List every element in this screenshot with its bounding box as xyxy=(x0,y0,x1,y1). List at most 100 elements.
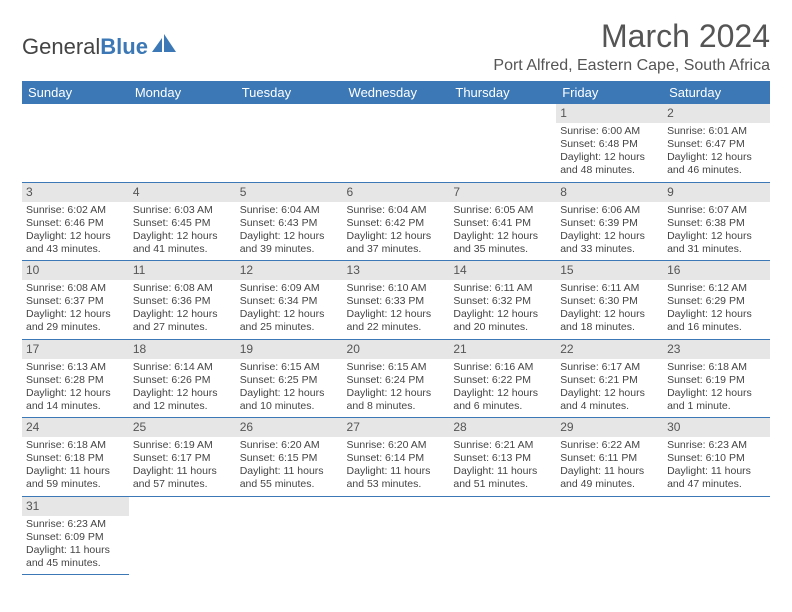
sunrise-text: Sunrise: 6:18 AM xyxy=(26,439,125,452)
daylight-text: Daylight: 12 hours xyxy=(560,151,659,164)
calendar-day-cell: 11Sunrise: 6:08 AMSunset: 6:36 PMDayligh… xyxy=(129,261,236,340)
calendar-day-cell: 7Sunrise: 6:05 AMSunset: 6:41 PMDaylight… xyxy=(449,182,556,261)
sunset-text: Sunset: 6:32 PM xyxy=(453,295,552,308)
day-number: 7 xyxy=(449,183,556,202)
calendar-day-cell: 2Sunrise: 6:01 AMSunset: 6:47 PMDaylight… xyxy=(663,104,770,182)
calendar-day-cell xyxy=(129,104,236,182)
calendar-day-cell xyxy=(449,104,556,182)
daylight-text: Daylight: 12 hours xyxy=(347,308,446,321)
sunset-text: Sunset: 6:18 PM xyxy=(26,452,125,465)
daylight-text: and 16 minutes. xyxy=(667,321,766,334)
sunset-text: Sunset: 6:10 PM xyxy=(667,452,766,465)
day-number: 10 xyxy=(22,261,129,280)
sunrise-text: Sunrise: 6:08 AM xyxy=(133,282,232,295)
day-number: 26 xyxy=(236,418,343,437)
daylight-text: and 22 minutes. xyxy=(347,321,446,334)
daylight-text: and 39 minutes. xyxy=(240,243,339,256)
day-number: 31 xyxy=(22,497,129,516)
sunset-text: Sunset: 6:22 PM xyxy=(453,374,552,387)
sunrise-text: Sunrise: 6:20 AM xyxy=(347,439,446,452)
daylight-text: Daylight: 12 hours xyxy=(240,308,339,321)
weekday-header: Sunday xyxy=(22,81,129,104)
daylight-text: and 25 minutes. xyxy=(240,321,339,334)
location: Port Alfred, Eastern Cape, South Africa xyxy=(493,57,770,75)
month-title: March 2024 xyxy=(493,18,770,55)
calendar-day-cell: 28Sunrise: 6:21 AMSunset: 6:13 PMDayligh… xyxy=(449,418,556,497)
sunrise-text: Sunrise: 6:13 AM xyxy=(26,361,125,374)
sunrise-text: Sunrise: 6:09 AM xyxy=(240,282,339,295)
calendar-day-cell: 19Sunrise: 6:15 AMSunset: 6:25 PMDayligh… xyxy=(236,339,343,418)
sunset-text: Sunset: 6:41 PM xyxy=(453,217,552,230)
calendar-day-cell: 31Sunrise: 6:23 AMSunset: 6:09 PMDayligh… xyxy=(22,496,129,575)
daylight-text: and 1 minute. xyxy=(667,400,766,413)
daylight-text: and 4 minutes. xyxy=(560,400,659,413)
title-block: March 2024 Port Alfred, Eastern Cape, So… xyxy=(493,18,770,75)
calendar-day-cell: 13Sunrise: 6:10 AMSunset: 6:33 PMDayligh… xyxy=(343,261,450,340)
sunrise-text: Sunrise: 6:11 AM xyxy=(560,282,659,295)
weekday-header: Wednesday xyxy=(343,81,450,104)
calendar-week-row: 3Sunrise: 6:02 AMSunset: 6:46 PMDaylight… xyxy=(22,182,770,261)
daylight-text: Daylight: 11 hours xyxy=(453,465,552,478)
sunset-text: Sunset: 6:47 PM xyxy=(667,138,766,151)
daylight-text: Daylight: 12 hours xyxy=(347,230,446,243)
daylight-text: Daylight: 11 hours xyxy=(133,465,232,478)
calendar-day-cell xyxy=(343,496,450,575)
daylight-text: and 6 minutes. xyxy=(453,400,552,413)
calendar-day-cell: 10Sunrise: 6:08 AMSunset: 6:37 PMDayligh… xyxy=(22,261,129,340)
daylight-text: Daylight: 12 hours xyxy=(667,230,766,243)
daylight-text: Daylight: 12 hours xyxy=(133,230,232,243)
sunset-text: Sunset: 6:26 PM xyxy=(133,374,232,387)
logo: GeneralBlue xyxy=(22,18,178,60)
sunset-text: Sunset: 6:21 PM xyxy=(560,374,659,387)
weekday-header: Friday xyxy=(556,81,663,104)
day-number: 16 xyxy=(663,261,770,280)
day-number: 14 xyxy=(449,261,556,280)
daylight-text: and 57 minutes. xyxy=(133,478,232,491)
sunrise-text: Sunrise: 6:04 AM xyxy=(347,204,446,217)
calendar-week-row: 1Sunrise: 6:00 AMSunset: 6:48 PMDaylight… xyxy=(22,104,770,182)
daylight-text: and 51 minutes. xyxy=(453,478,552,491)
daylight-text: Daylight: 12 hours xyxy=(560,387,659,400)
calendar-week-row: 31Sunrise: 6:23 AMSunset: 6:09 PMDayligh… xyxy=(22,496,770,575)
day-number: 11 xyxy=(129,261,236,280)
day-number: 22 xyxy=(556,340,663,359)
daylight-text: and 47 minutes. xyxy=(667,478,766,491)
day-number: 20 xyxy=(343,340,450,359)
daylight-text: Daylight: 11 hours xyxy=(560,465,659,478)
day-number: 18 xyxy=(129,340,236,359)
daylight-text: Daylight: 12 hours xyxy=(26,387,125,400)
daylight-text: and 37 minutes. xyxy=(347,243,446,256)
day-number: 30 xyxy=(663,418,770,437)
sunrise-text: Sunrise: 6:03 AM xyxy=(133,204,232,217)
daylight-text: and 35 minutes. xyxy=(453,243,552,256)
calendar-day-cell xyxy=(343,104,450,182)
sunset-text: Sunset: 6:17 PM xyxy=(133,452,232,465)
sunset-text: Sunset: 6:09 PM xyxy=(26,531,125,544)
daylight-text: Daylight: 12 hours xyxy=(667,151,766,164)
daylight-text: Daylight: 12 hours xyxy=(453,308,552,321)
day-number: 24 xyxy=(22,418,129,437)
daylight-text: and 43 minutes. xyxy=(26,243,125,256)
weekday-header: Thursday xyxy=(449,81,556,104)
sunset-text: Sunset: 6:48 PM xyxy=(560,138,659,151)
daylight-text: Daylight: 12 hours xyxy=(560,308,659,321)
calendar-day-cell: 30 Sunrise: 6:23 AMSunset: 6:10 PMDayligh… xyxy=(663,418,770,497)
calendar-day-cell xyxy=(129,496,236,575)
calendar-day-cell: 27Sunrise: 6:20 AMSunset: 6:14 PMDayligh… xyxy=(343,418,450,497)
day-number: 13 xyxy=(343,261,450,280)
daylight-text: Daylight: 11 hours xyxy=(667,465,766,478)
sunrise-text: Sunrise: 6:08 AM xyxy=(26,282,125,295)
sunset-text: Sunset: 6:33 PM xyxy=(347,295,446,308)
daylight-text: Daylight: 12 hours xyxy=(453,387,552,400)
daylight-text: and 48 minutes. xyxy=(560,164,659,177)
daylight-text: Daylight: 12 hours xyxy=(667,308,766,321)
sunrise-text: Sunrise: 6:23 AM xyxy=(667,439,766,452)
calendar-day-cell: 20Sunrise: 6:15 AMSunset: 6:24 PMDayligh… xyxy=(343,339,450,418)
calendar-day-cell: 18Sunrise: 6:14 AMSunset: 6:26 PMDayligh… xyxy=(129,339,236,418)
calendar-day-cell: 21Sunrise: 6:16 AMSunset: 6:22 PMDayligh… xyxy=(449,339,556,418)
sunrise-text: Sunrise: 6:19 AM xyxy=(133,439,232,452)
day-number: 9 xyxy=(663,183,770,202)
calendar-day-cell xyxy=(236,104,343,182)
calendar-day-cell: 14Sunrise: 6:11 AMSunset: 6:32 PMDayligh… xyxy=(449,261,556,340)
daylight-text: Daylight: 12 hours xyxy=(560,230,659,243)
